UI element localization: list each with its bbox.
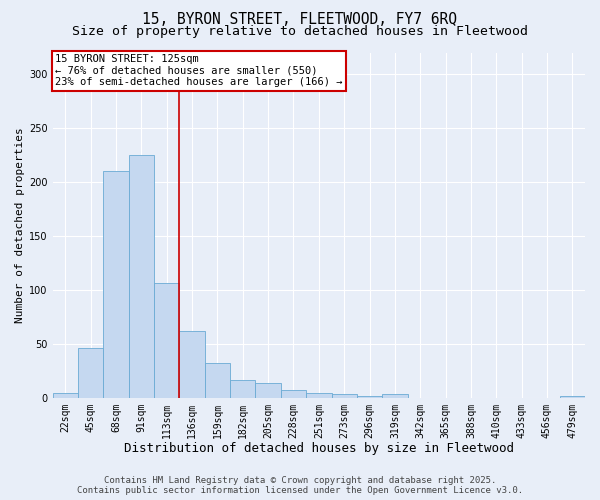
Bar (103, 171, 129, 398)
Bar (179, 331, 205, 398)
Bar (53, 394, 78, 398)
Y-axis label: Number of detached properties: Number of detached properties (15, 127, 25, 323)
Bar (256, 382, 281, 398)
Bar (382, 394, 407, 398)
Bar (78, 348, 103, 398)
Text: 15, BYRON STREET, FLEETWOOD, FY7 6RQ: 15, BYRON STREET, FLEETWOOD, FY7 6RQ (143, 12, 458, 28)
Bar (230, 380, 256, 398)
Bar (306, 394, 332, 398)
Bar (357, 396, 382, 398)
Bar (154, 284, 179, 398)
Text: Size of property relative to detached houses in Fleetwood: Size of property relative to detached ho… (72, 25, 528, 38)
Bar (332, 394, 357, 398)
Bar (129, 155, 154, 398)
Bar (205, 363, 230, 398)
Bar (281, 390, 306, 398)
Bar (560, 396, 585, 398)
Text: 15 BYRON STREET: 125sqm
← 76% of detached houses are smaller (550)
23% of semi-d: 15 BYRON STREET: 125sqm ← 76% of detache… (55, 54, 343, 88)
X-axis label: Distribution of detached houses by size in Fleetwood: Distribution of detached houses by size … (124, 442, 514, 455)
Text: Contains HM Land Registry data © Crown copyright and database right 2025.
Contai: Contains HM Land Registry data © Crown c… (77, 476, 523, 495)
